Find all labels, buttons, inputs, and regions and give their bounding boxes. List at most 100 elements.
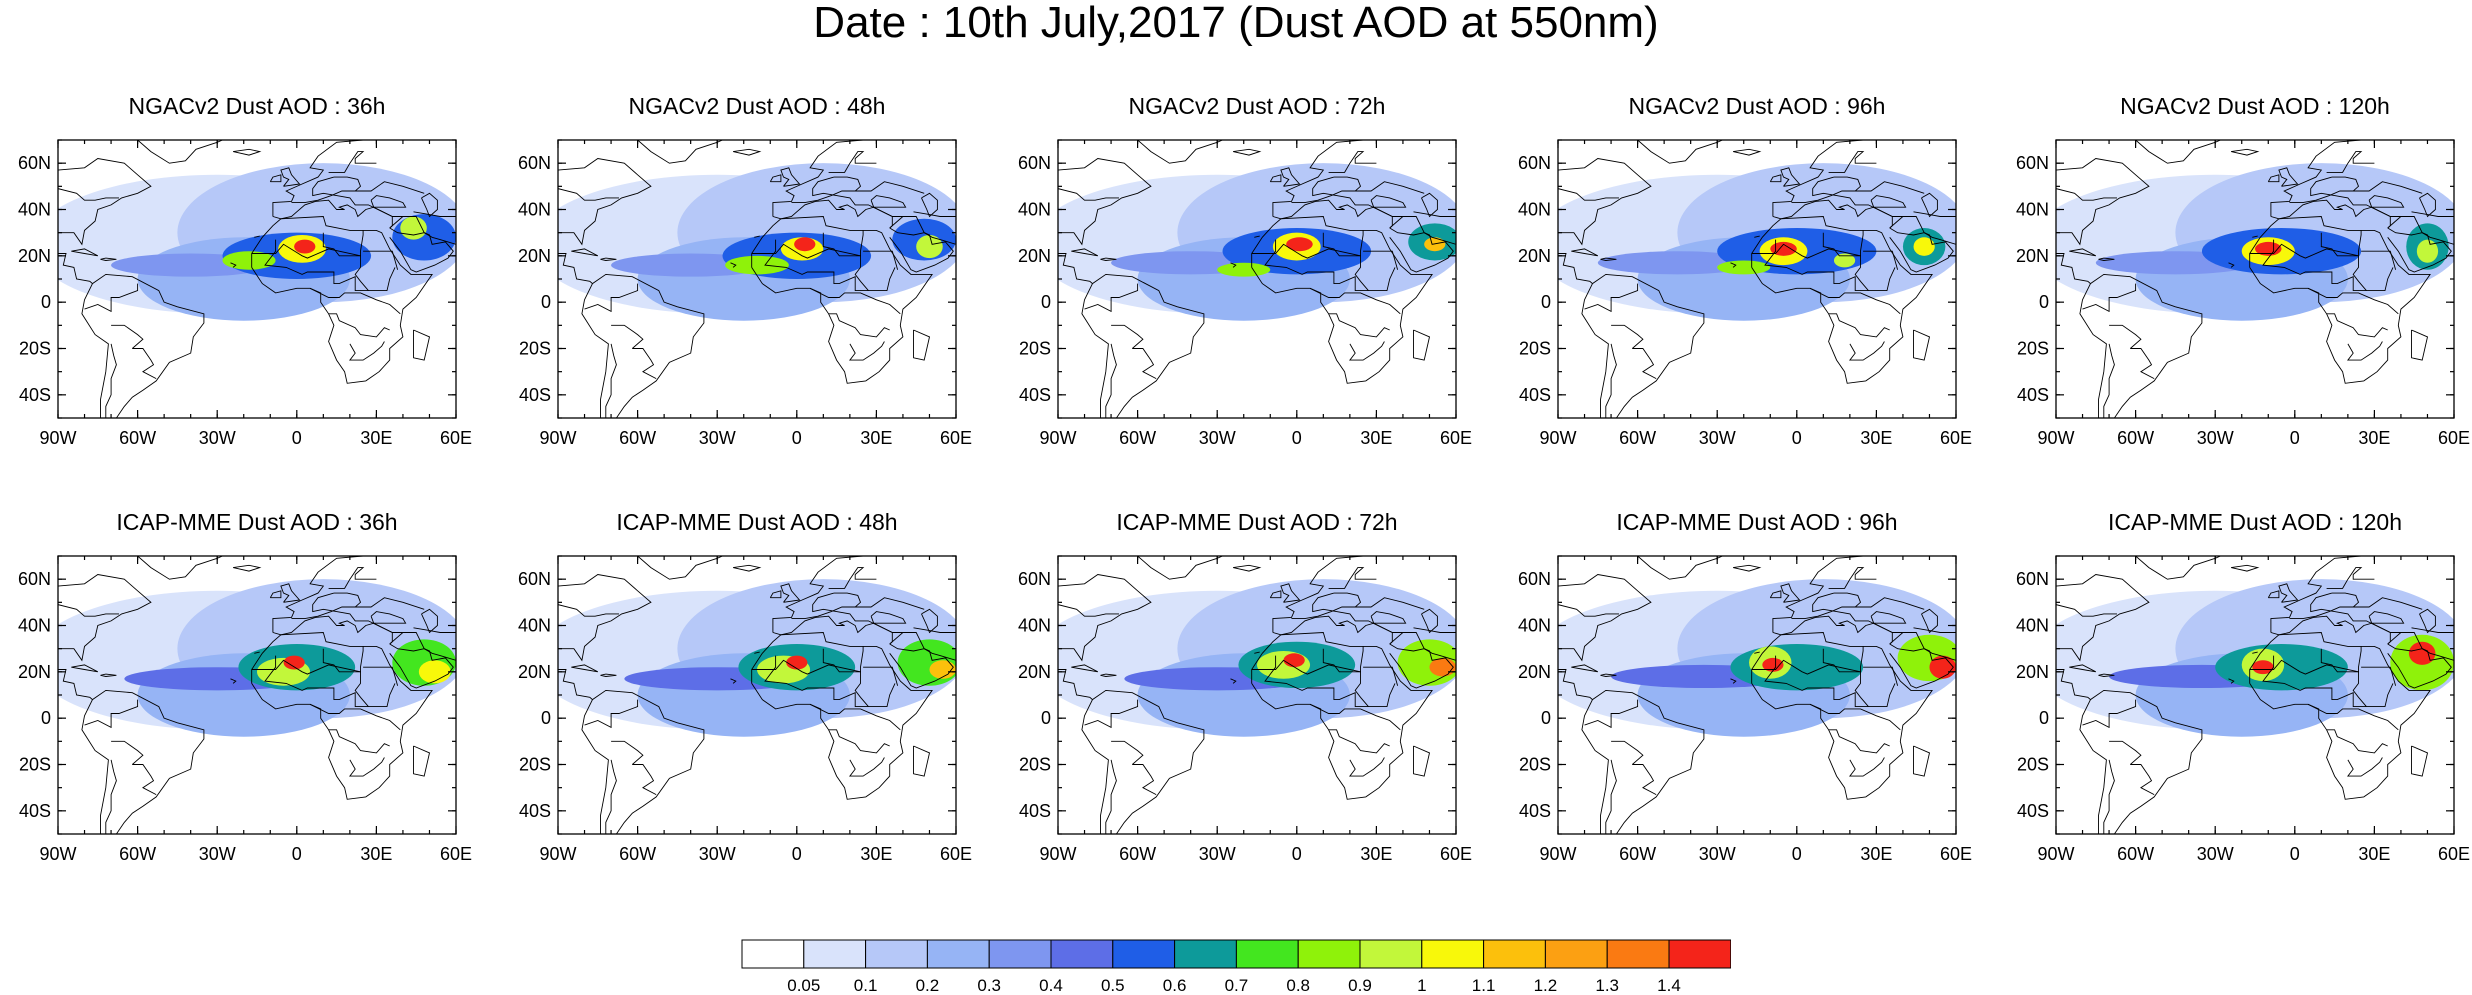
map-panel: ICAP-MME Dust AOD : 36h 60N 40N 20N 0 20S 40S 9… [0,508,500,864]
coastlines [1558,556,1956,834]
lat-tick-label: 20S [19,339,51,359]
colorbar-label: 1.3 [1595,976,1619,995]
lat-tick-label: 0 [1041,292,1051,312]
lon-tick-label: 60E [940,428,972,448]
aod-field [1058,163,1456,321]
lon-tick-label: 90W [2037,844,2074,864]
colorbar-swatch [803,939,867,969]
panel-title: ICAP-MME Dust AOD : 48h [616,509,898,535]
lon-tick-label: 0 [2290,428,2300,448]
lat-tick-label: 40S [519,385,551,405]
coastlines [558,140,956,418]
aod-field [58,579,456,737]
lat-tick-label: 0 [541,708,551,728]
aod-contour-region [929,660,956,679]
colorbar-label: 0.1 [854,976,878,995]
colorbar-label: 1.1 [1472,976,1496,995]
lat-tick-label: 20S [1019,755,1051,775]
coastlines [2056,556,2454,834]
lat-tick-label: 20N [518,246,551,266]
lat-tick-label: 0 [1541,708,1551,728]
lat-tick-label: 60N [18,153,51,173]
lat-tick-label: 40N [1018,200,1051,220]
colorbar-swatch [1606,939,1670,969]
coastlines [1558,140,1956,418]
colorbar: 0.05 0.1 0.2 0.3 0.4 0.5 0.6 0.7 0.8 0.9 1 1.1 1.2 1.… [741,939,1731,995]
lon-tick-label: 60W [2117,844,2154,864]
aod-contour-region [1217,262,1271,277]
lon-tick-label: 30W [1699,428,1736,448]
lat-tick-label: 20S [2017,755,2049,775]
lat-tick-label: 20N [1018,662,1051,682]
lat-tick-label: 40S [2017,801,2049,821]
lat-tick-label: 40S [2017,385,2049,405]
colorbar-swatch [926,939,990,969]
colorbar-label: 0.4 [1039,976,1063,995]
lat-tick-label: 0 [1041,708,1051,728]
lon-tick-label: 60E [1940,844,1972,864]
map-plot: 60N 40N 20N 0 20S 40S 90W 60W 30W 0 30E 60E [2016,555,2470,864]
lat-tick-label: 20N [1518,662,1551,682]
lat-tick-label: 20S [1019,339,1051,359]
lat-tick-label: 20N [1518,246,1551,266]
lat-tick-label: 40N [518,200,551,220]
colorbar-label: 0.9 [1348,976,1372,995]
lat-tick-label: 60N [2016,569,2049,589]
colorbar-label: 0.05 [787,976,820,995]
lon-tick-label: 30W [1199,428,1236,448]
aod-field [1558,163,1956,321]
panel-title: NGACv2 Dust AOD : 120h [2120,93,2390,119]
lon-tick-label: 90W [1539,844,1576,864]
lat-tick-label: 20S [519,339,551,359]
colorbar-label: 0.6 [1163,976,1187,995]
aod-contour-region [1762,657,1784,672]
lat-tick-label: 20N [2016,662,2049,682]
colorbar-swatch [1112,939,1176,969]
lon-tick-label: 90W [1039,428,1076,448]
colorbar-swatch [1359,939,1423,969]
lon-tick-label: 90W [39,428,76,448]
lon-tick-label: 30W [199,844,236,864]
aod-field [558,579,956,737]
colorbar-swatch [1050,939,1114,969]
colorbar-label: 0.7 [1225,976,1249,995]
lat-tick-label: 60N [2016,153,2049,173]
panel-title: ICAP-MME Dust AOD : 72h [1116,509,1398,535]
panel-title: ICAP-MME Dust AOD : 36h [116,509,398,535]
lon-tick-label: 60W [1119,844,1156,864]
lat-tick-label: 20S [2017,339,2049,359]
lon-tick-label: 60W [1619,428,1656,448]
map-plot: 60N 40N 20N 0 20S 40S 90W 60W 30W 0 30E 60E [1518,139,1972,448]
colorbar-label: 1 [1417,976,1426,995]
lon-tick-label: 90W [1539,428,1576,448]
lon-tick-label: 60E [2438,844,2470,864]
colorbar-swatch [1668,939,1731,969]
aod-field [2056,163,2454,321]
lat-tick-label: 20N [518,662,551,682]
lat-tick-label: 40N [1518,200,1551,220]
lat-tick-label: 40N [2016,200,2049,220]
colorbar-swatch [1483,939,1546,969]
aod-contour-region [2408,641,2436,665]
lon-tick-label: 90W [1039,844,1076,864]
lon-tick-label: 60W [119,844,156,864]
lon-tick-label: 90W [2037,428,2074,448]
aod-field [1058,579,1456,737]
aod-contour-region [294,239,316,254]
lat-tick-label: 60N [1018,569,1051,589]
lon-tick-label: 90W [39,844,76,864]
lat-tick-label: 40N [518,616,551,636]
lon-tick-label: 0 [1792,844,1802,864]
aod-field [558,163,956,321]
coastlines [58,556,456,834]
lon-tick-label: 60W [2117,428,2154,448]
lon-tick-label: 30W [199,428,236,448]
lon-tick-label: 30E [1360,428,1392,448]
colorbar-swatch [1235,939,1299,969]
aod-contour-region [1283,653,1305,668]
lat-tick-label: 60N [518,153,551,173]
lon-tick-label: 90W [539,428,576,448]
lon-tick-label: 0 [1292,844,1302,864]
aod-contour-region [2416,239,2439,263]
lat-tick-label: 20N [2016,246,2049,266]
